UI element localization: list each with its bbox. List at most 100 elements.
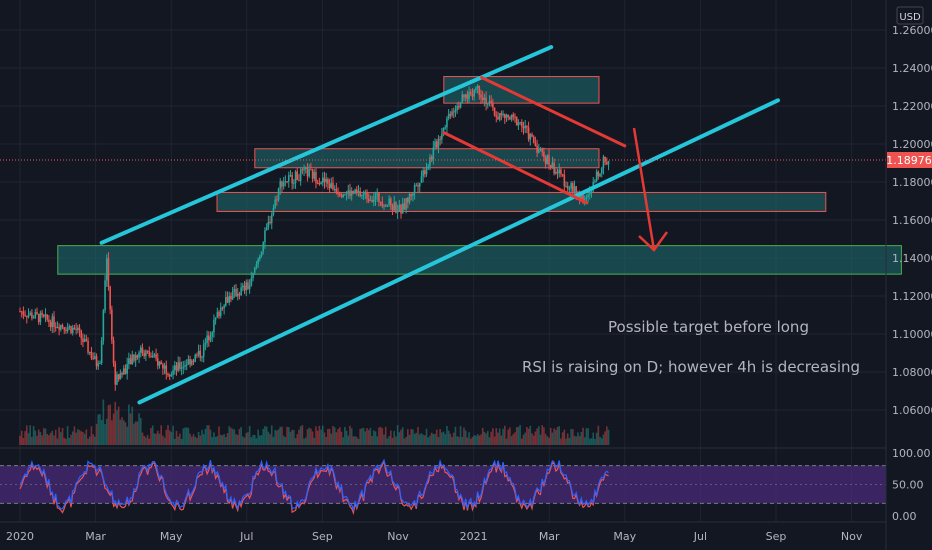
volume-bar	[202, 434, 205, 445]
currency-label[interactable]: USD	[896, 6, 924, 25]
note-rsi: RSI is raising on D; however 4h is decre…	[522, 358, 861, 376]
candle-body	[393, 202, 396, 211]
candle-body	[369, 200, 372, 202]
candle-body	[541, 148, 544, 152]
candle-body	[459, 103, 462, 108]
candle-body	[478, 85, 481, 95]
candle-body	[243, 285, 246, 291]
candle-body	[444, 127, 447, 129]
candle-body	[122, 368, 125, 375]
candle-body	[281, 181, 283, 187]
volume-bar	[168, 430, 171, 445]
y-tick-label: 1.16000	[892, 214, 932, 227]
candle-body	[407, 198, 409, 203]
volume-bar	[551, 432, 554, 445]
volume-bar	[150, 427, 152, 445]
volume-bar	[549, 427, 552, 445]
volume-bar	[536, 428, 538, 445]
volume-bar	[526, 427, 528, 445]
candle-body	[279, 181, 282, 189]
volume-bar	[60, 432, 62, 445]
volume-bar	[121, 417, 123, 445]
volume-bar	[270, 425, 273, 445]
volume-bar	[255, 438, 258, 445]
volume-bar	[349, 425, 351, 445]
candle-body	[532, 136, 535, 143]
volume-bar	[109, 404, 111, 445]
price-axis[interactable]: 1.26000 1.24000 1.22000 1.20000 1.18000 1.160…	[892, 24, 932, 417]
candle-body	[553, 162, 555, 174]
volume-bar	[265, 426, 268, 445]
candle-body	[56, 326, 59, 328]
candle-body	[252, 272, 254, 279]
candle-body	[24, 314, 26, 316]
volume-bar	[65, 438, 67, 445]
candle-body	[390, 198, 392, 206]
candle-body	[87, 340, 89, 353]
candle-body	[507, 114, 509, 118]
candle-body	[276, 199, 278, 201]
time-axis[interactable]: 2020 Mar May Jul Sep Nov 2021 Mar May Jul Sep Nov	[6, 530, 863, 543]
x-tick-label: Sep	[312, 530, 333, 543]
volume-bar	[509, 427, 511, 445]
volume-bar	[543, 427, 545, 445]
zone	[216, 191, 827, 212]
trendlines[interactable]	[99, 45, 780, 405]
volume-bar	[439, 429, 441, 445]
volume-bar	[604, 431, 606, 445]
candlesticks[interactable]	[19, 84, 610, 391]
volume-bar	[480, 434, 482, 445]
candle-body	[500, 113, 503, 116]
volume-bar	[48, 435, 50, 445]
candle-body	[155, 354, 157, 359]
volume-bar	[469, 438, 472, 445]
candle-body	[287, 175, 290, 182]
candle-body	[318, 183, 321, 185]
candle-body	[497, 116, 499, 120]
volume-bar	[333, 427, 336, 445]
x-tick-label: Mar	[539, 530, 560, 543]
candle-body	[282, 182, 285, 187]
volume-bar	[386, 438, 389, 445]
volume-bar	[558, 426, 561, 445]
candle-body	[539, 148, 542, 150]
volume-bar	[70, 434, 72, 445]
candle-body	[294, 171, 297, 183]
volume-bar	[599, 436, 601, 445]
candle-body	[434, 141, 436, 148]
candle-body	[515, 116, 518, 126]
volume-bar	[257, 429, 259, 445]
volume-bar	[563, 429, 566, 445]
candle-body	[158, 361, 161, 366]
volume-bar	[400, 429, 402, 445]
volume-bar	[303, 438, 305, 445]
volume-bar	[592, 432, 595, 445]
candle-body	[143, 353, 145, 357]
volume-bar	[589, 438, 591, 445]
volume-bar	[481, 427, 484, 445]
volume-bar	[391, 437, 394, 445]
candle-body	[573, 186, 576, 192]
y-tick-label: 1.10000	[892, 328, 932, 341]
candle-body	[536, 145, 538, 153]
candle-body	[471, 93, 474, 97]
candle-body	[160, 361, 162, 365]
candle-body	[128, 358, 130, 365]
volume-bar	[85, 429, 88, 445]
candle-body	[269, 221, 271, 224]
candle-body	[163, 365, 166, 369]
candle-body	[296, 171, 299, 181]
candle-body	[311, 169, 314, 179]
volume-bar	[73, 426, 76, 445]
candle-body	[328, 183, 331, 188]
volume-bar	[602, 434, 605, 445]
candle-body	[102, 310, 105, 341]
volume-bar	[236, 434, 239, 445]
volume-bar	[529, 425, 532, 445]
candle-body	[151, 355, 154, 358]
candle-body	[109, 286, 111, 310]
volume-bar	[403, 438, 406, 445]
volume-bar	[490, 431, 492, 445]
